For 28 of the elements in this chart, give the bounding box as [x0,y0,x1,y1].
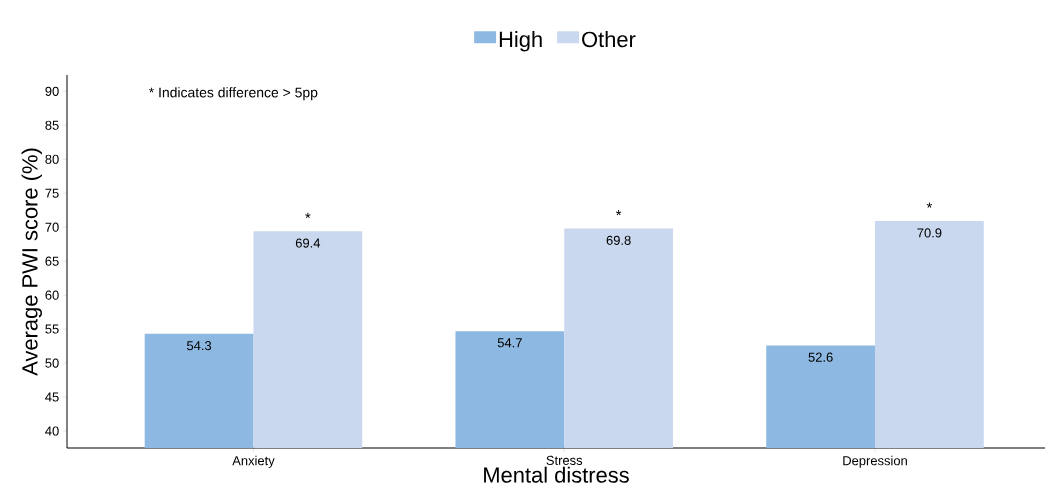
annotation: * [926,202,933,208]
data-label: 69.8 [606,235,631,245]
y-tick-label: 80 [45,154,59,164]
y-tick-label: 85 [45,120,59,130]
data-label: 70.9 [917,228,942,238]
x-tick-label: Depression [843,455,907,468]
y-tick-label: 60 [45,290,59,300]
data-label: 52.6 [808,352,833,362]
data-label: 54.3 [186,341,212,351]
data-label: 69.4 [295,238,321,248]
y-tick-label: 45 [45,392,59,402]
legend-label: Other [582,31,636,48]
y-tick-label: 50 [45,358,59,368]
annotation: * Indicates difference > 5pp [148,87,318,101]
y-tick-label: 65 [45,256,59,266]
annotation: * [305,212,311,219]
x-axis-title: Mental distress [484,466,629,483]
y-axis-title: Average PWI score (%) [21,148,42,376]
y-tick-label: 70 [45,222,59,232]
legend-label: High [499,31,542,52]
y-tick-label: 40 [45,426,59,436]
data-label: 54.7 [497,338,522,348]
y-tick-label: 55 [45,324,59,334]
x-tick-label: Anxiety [232,455,275,468]
y-tick-label: 90 [45,86,59,96]
y-tick-label: 75 [45,188,59,198]
x-tick-label: Stress [546,455,583,465]
annotation: * [615,210,622,216]
